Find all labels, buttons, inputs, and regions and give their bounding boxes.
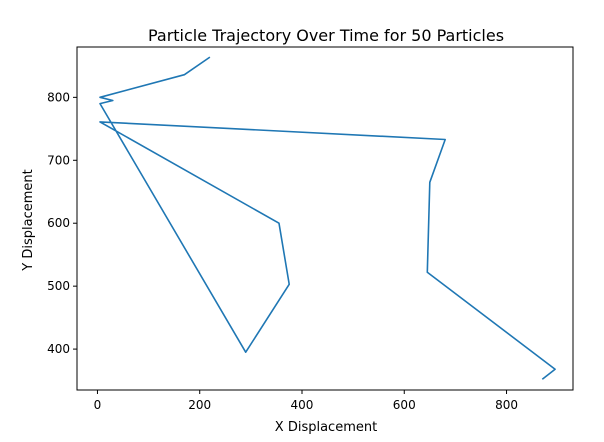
y-axis-label: Y Displacement <box>21 169 36 271</box>
x-tick-label: 200 <box>188 398 211 412</box>
y-axis: 400 500 600 700 800 <box>47 90 77 356</box>
x-tick-label: 600 <box>393 398 416 412</box>
y-tick-label: 700 <box>47 153 70 167</box>
y-tick-label: 800 <box>47 90 70 104</box>
x-tick-label: 0 <box>94 398 102 412</box>
x-tick-label: 400 <box>291 398 314 412</box>
trajectory-line <box>99 56 556 380</box>
y-tick-label: 600 <box>47 216 70 230</box>
chart-title: Particle Trajectory Over Time for 50 Par… <box>148 26 504 45</box>
plot-area <box>76 46 574 391</box>
y-tick-label: 400 <box>47 342 70 356</box>
y-tick-label: 500 <box>47 279 70 293</box>
x-axis: 0 200 400 600 800 <box>94 390 518 412</box>
x-axis-label: X Displacement <box>275 420 377 435</box>
series-layer <box>99 56 556 380</box>
x-tick-label: 800 <box>495 398 518 412</box>
